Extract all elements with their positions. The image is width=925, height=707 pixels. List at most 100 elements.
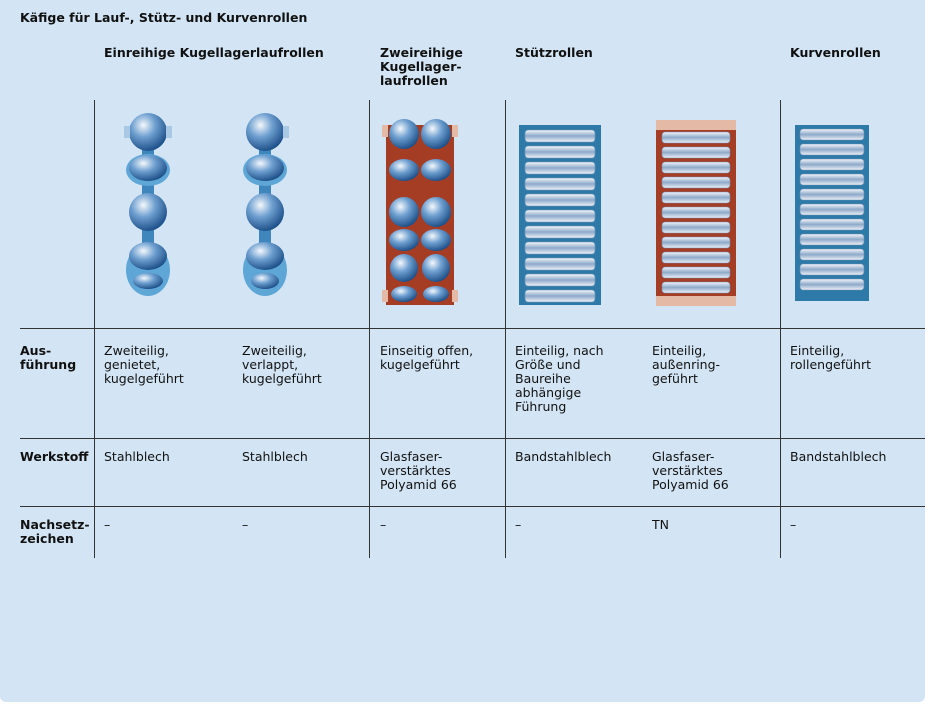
- ball-cage-riveted: [129, 113, 167, 151]
- shape: [524, 161, 596, 175]
- shape: [661, 236, 731, 249]
- ball-cage-lapped: [246, 193, 284, 231]
- column-header: Stützrollen: [515, 45, 593, 60]
- shape: [799, 173, 865, 186]
- shape: [799, 263, 865, 276]
- double-ball-cage: [423, 286, 449, 302]
- double-ball-cage: [382, 290, 388, 302]
- shape: [524, 177, 596, 191]
- row-divider: [20, 506, 925, 507]
- cell: Bandstahlblech: [515, 449, 612, 464]
- title: Käfige für Lauf-, Stütz- und Kurvenrolle…: [20, 10, 308, 25]
- shape: [524, 241, 596, 255]
- double-ball-cage: [421, 197, 451, 227]
- shape: [799, 188, 865, 201]
- ball-cage-lapped: [283, 126, 289, 138]
- cell: Zweiteilig, genietet, kugelgeführt: [104, 343, 184, 386]
- cell: Stahlblech: [104, 449, 170, 464]
- shape: [524, 145, 596, 159]
- double-ball-cage: [421, 119, 451, 149]
- shape: [524, 209, 596, 223]
- shape: [799, 203, 865, 216]
- shape: [661, 266, 731, 279]
- double-ball-cage: [391, 286, 417, 302]
- shape: [524, 273, 596, 287]
- cell: Stahlblech: [242, 449, 308, 464]
- column-header: Kurvenrollen: [790, 45, 881, 60]
- shape: [799, 128, 865, 141]
- row-divider: [20, 438, 925, 439]
- column-header: Zweireihige Kugellager- laufrollen: [380, 45, 463, 88]
- ball-cage-riveted: [166, 126, 172, 138]
- double-ball-cage: [389, 159, 419, 181]
- shape: [799, 128, 865, 291]
- shape: [524, 289, 596, 303]
- shape: [799, 143, 865, 156]
- shape: [661, 206, 731, 219]
- double-ball-cage: [389, 197, 419, 227]
- ball-cage-riveted: [129, 155, 167, 181]
- ball-cage-riveted: [124, 113, 172, 296]
- column-header: Einreihige Kugellagerlaufrollen: [104, 45, 324, 60]
- ball-cage-lapped: [246, 155, 284, 181]
- double-ball-cage: [382, 125, 388, 137]
- cell: Einteilig, rollengeführt: [790, 343, 871, 372]
- ball-cage-riveted: [129, 193, 167, 231]
- shape: [524, 257, 596, 271]
- double-ball-cage: [422, 254, 450, 282]
- double-ball-cage: [389, 229, 419, 251]
- shape: [799, 248, 865, 261]
- roller-cage-polyamide: [656, 120, 736, 306]
- double-ball-cage: [452, 290, 458, 302]
- double-ball-cage: [389, 119, 419, 149]
- ball-cage-lapped: [251, 273, 279, 289]
- cell: –: [104, 517, 111, 532]
- roller-cage-polyamide: [656, 296, 736, 306]
- cell: Bandstahlblech: [790, 449, 887, 464]
- column-divider: [505, 100, 506, 558]
- column-divider: [780, 100, 781, 558]
- cell: –: [790, 517, 797, 532]
- cell: TN: [652, 517, 669, 532]
- shape: [524, 193, 596, 207]
- roller-cage-polyamide: [656, 120, 736, 130]
- cell: Glasfaser- verstärktes Polyamid 66: [652, 449, 729, 492]
- double-ball-cage: [421, 159, 451, 181]
- ball-cage-riveted: [133, 273, 163, 289]
- roller-cage-steel: [519, 125, 601, 305]
- shape: [661, 131, 731, 294]
- shape: [661, 251, 731, 264]
- shape: [661, 161, 731, 174]
- cell: –: [515, 517, 522, 532]
- row-label: Aus- führung: [20, 343, 77, 372]
- shape: [799, 218, 865, 231]
- double-ball-cage: [421, 229, 451, 251]
- row-label: Werkstoff: [20, 449, 89, 464]
- shape: [799, 233, 865, 246]
- ball-cage-riveted: [129, 242, 167, 270]
- cell: Glasfaser- verstärktes Polyamid 66: [380, 449, 457, 492]
- column-divider: [94, 100, 95, 558]
- shape: [661, 176, 731, 189]
- row-divider: [20, 328, 925, 329]
- cell: Zweiteilig, verlappt, kugelgeführt: [242, 343, 322, 386]
- cell: Einteilig, außenring- geführt: [652, 343, 721, 386]
- roller-cage-cam: [795, 125, 869, 301]
- ball-cage-lapped: [243, 113, 289, 296]
- double-ball-cage: [452, 125, 458, 137]
- shape: [799, 278, 865, 291]
- cell: –: [242, 517, 249, 532]
- shape: [524, 129, 596, 303]
- shape: [661, 221, 731, 234]
- cell: Einteilig, nach Größe und Baureihe abhän…: [515, 343, 604, 414]
- shape: [524, 129, 596, 143]
- shape: [524, 225, 596, 239]
- double-ball-cage: [390, 254, 418, 282]
- double-ball-cage: [382, 119, 458, 305]
- row-label: Nachsetz- zeichen: [20, 517, 90, 546]
- column-divider: [369, 100, 370, 558]
- ball-cage-lapped: [246, 242, 284, 270]
